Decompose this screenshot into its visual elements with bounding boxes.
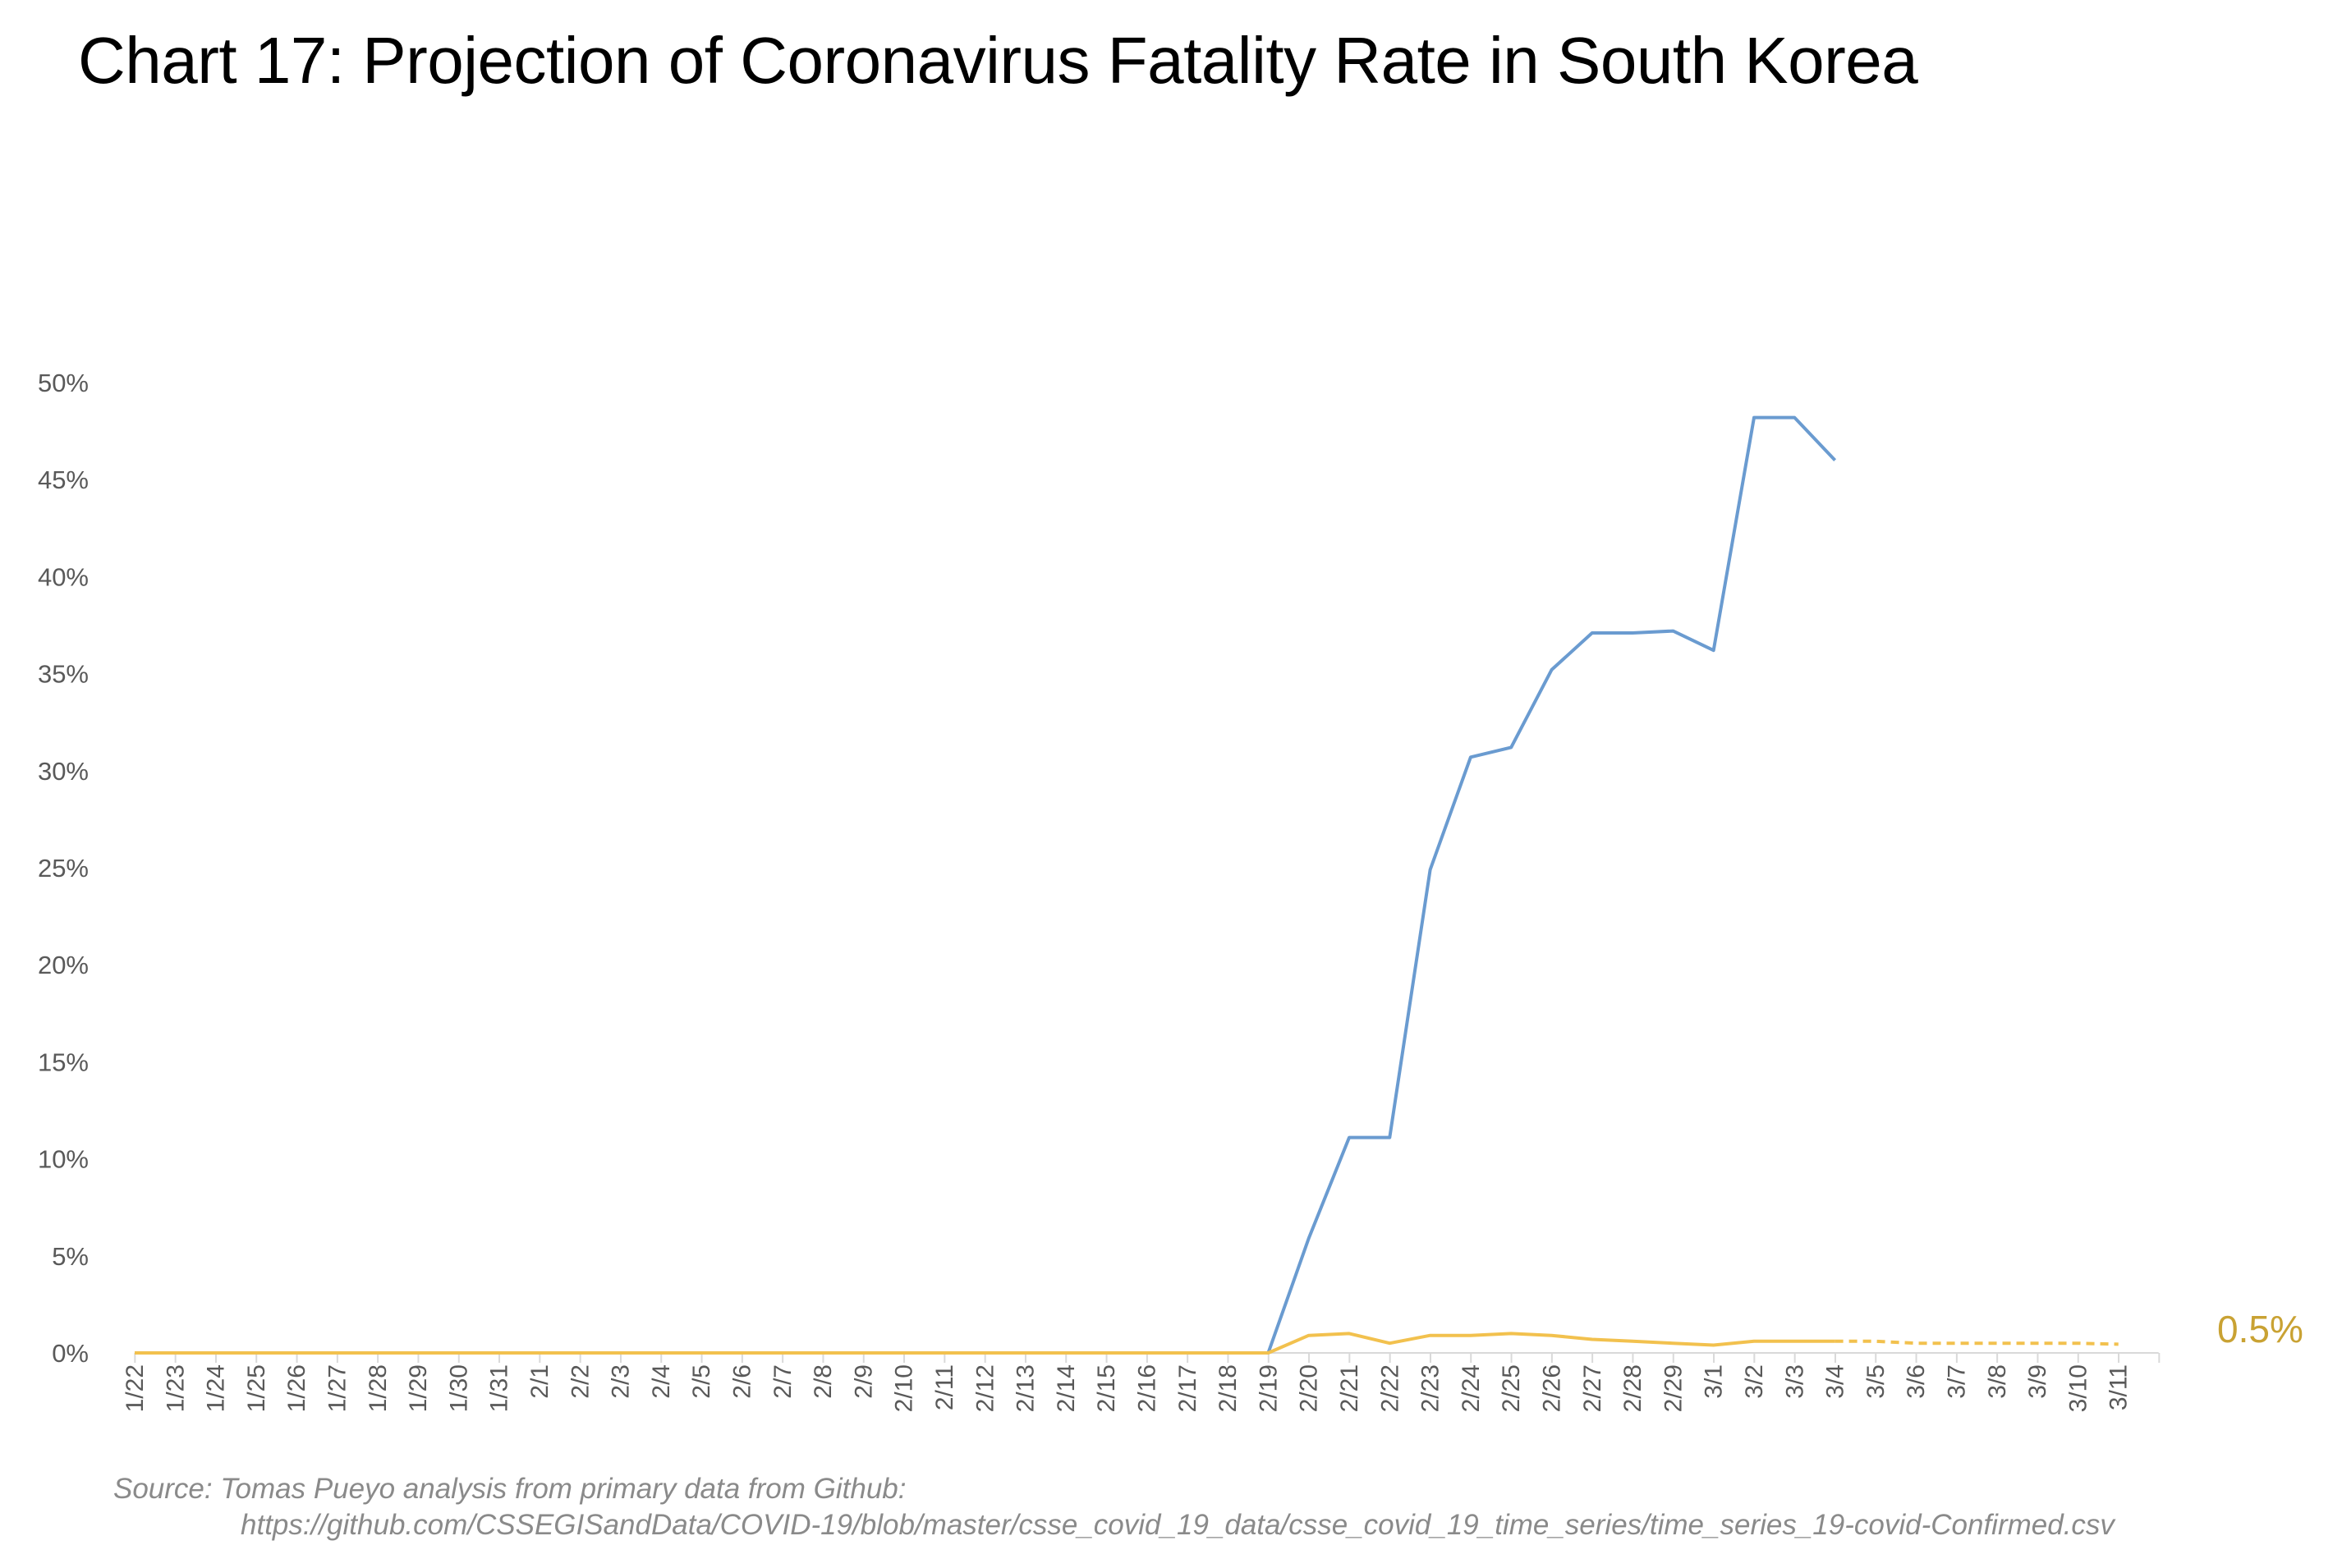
x-tick-label: 2/25 xyxy=(1498,1364,1525,1412)
y-tick-label: 40% xyxy=(38,562,89,591)
x-tick-label: 1/22 xyxy=(122,1364,149,1412)
x-tick-label: 2/9 xyxy=(850,1364,877,1399)
x-tick-label: 2/20 xyxy=(1296,1364,1323,1412)
y-tick-label: 20% xyxy=(38,951,89,979)
annotation-layer: 0.5% xyxy=(2217,1308,2303,1350)
x-tick-label: 2/7 xyxy=(769,1364,797,1399)
x-tick-label: 2/6 xyxy=(729,1364,756,1399)
x-tick-label: 2/17 xyxy=(1174,1364,1201,1412)
y-tick-label: 35% xyxy=(38,660,89,689)
x-tick-label: 1/31 xyxy=(486,1364,513,1412)
x-tick-label: 2/22 xyxy=(1376,1364,1403,1412)
x-tick-label: 1/25 xyxy=(243,1364,270,1412)
x-tick-label: 2/23 xyxy=(1417,1364,1444,1412)
source-line-1: Source: Tomas Pueyo analysis from primar… xyxy=(113,1473,907,1505)
y-axis-labels: 0% 5% 10% 15% 20% 25% 30% 35% 40% 45% 50% xyxy=(38,369,89,1368)
source-note: Source: Tomas Pueyo analysis from primar… xyxy=(113,1471,2115,1543)
x-tick-label: 1/29 xyxy=(405,1364,432,1412)
x-tick-label: 2/4 xyxy=(648,1364,675,1399)
y-tick-label: 25% xyxy=(38,854,89,883)
x-tick-label: 2/10 xyxy=(891,1364,918,1412)
x-tick-label: 2/3 xyxy=(608,1364,635,1399)
y-tick-label: 50% xyxy=(38,369,89,397)
x-tick-label: 2/12 xyxy=(971,1364,999,1412)
y-tick-label: 30% xyxy=(38,757,89,786)
x-tick-label: 2/16 xyxy=(1134,1364,1161,1412)
x-tick-label: 2/15 xyxy=(1093,1364,1120,1412)
x-tick-label: 2/18 xyxy=(1215,1364,1242,1412)
series-line-3 xyxy=(1835,1339,2119,1346)
x-tick-label: 3/8 xyxy=(1984,1364,2011,1399)
x-tick-label: 2/8 xyxy=(810,1364,837,1399)
y-tick-label: 45% xyxy=(38,465,89,494)
x-tick-label: 2/29 xyxy=(1660,1364,1687,1412)
x-tick-label: 2/26 xyxy=(1539,1364,1566,1412)
series-line-1 xyxy=(135,415,1837,1355)
x-tick-label: 2/2 xyxy=(567,1364,594,1399)
x-tick-label: 2/1 xyxy=(526,1364,553,1399)
series-line-2 xyxy=(135,1332,1835,1355)
x-tick-label: 2/14 xyxy=(1053,1364,1080,1412)
x-tick-label: 2/19 xyxy=(1255,1364,1282,1412)
chart-title: Chart 17: Projection of Coronavirus Fata… xyxy=(78,24,1918,97)
x-tick-label: 2/21 xyxy=(1336,1364,1363,1412)
x-tick-label: 1/24 xyxy=(203,1364,230,1412)
x-tick-label: 2/13 xyxy=(1013,1364,1040,1412)
x-tick-label: 1/26 xyxy=(283,1364,310,1412)
y-tick-label: 5% xyxy=(52,1242,89,1271)
x-tick-label: 2/27 xyxy=(1579,1364,1606,1412)
x-tick-label: 1/28 xyxy=(365,1364,392,1412)
x-tick-label: 3/11 xyxy=(2106,1364,2133,1410)
x-tick-label: 2/5 xyxy=(688,1364,715,1399)
x-tick-label: 3/4 xyxy=(1822,1364,1849,1399)
x-tick-label: 3/1 xyxy=(1701,1364,1728,1399)
x-tick-label: 1/23 xyxy=(162,1364,189,1412)
x-axis: 1/22 1/23 1/24 1/25 1/26 1/27 1/28 1/29 1/30 1/31… xyxy=(122,1352,2161,1412)
source-url: https://github.com/CSSEGISandData/COVID-… xyxy=(241,1509,2115,1541)
x-tick-label: 3/9 xyxy=(2024,1364,2051,1399)
x-tick-label: 2/11 xyxy=(931,1364,958,1410)
y-tick-label: 0% xyxy=(52,1339,89,1368)
series-layer xyxy=(135,415,2119,1355)
x-tick-label: 3/6 xyxy=(1903,1364,1930,1399)
x-tick-label: 2/24 xyxy=(1458,1364,1485,1412)
x-tick-label: 3/7 xyxy=(1944,1364,1971,1399)
x-tick-label: 3/3 xyxy=(1781,1364,1808,1399)
y-tick-label: 10% xyxy=(38,1145,89,1174)
end-value-label: 0.5% xyxy=(2217,1308,2303,1350)
y-tick-label: 15% xyxy=(38,1048,89,1076)
x-tick-label: 2/28 xyxy=(1619,1364,1646,1412)
x-tick-label: 1/27 xyxy=(324,1364,351,1412)
x-tick-label: 3/2 xyxy=(1741,1364,1768,1399)
x-tick-label: 3/10 xyxy=(2064,1364,2092,1412)
x-tick-label: 1/30 xyxy=(445,1364,472,1412)
x-tick-label: 3/5 xyxy=(1862,1364,1890,1399)
